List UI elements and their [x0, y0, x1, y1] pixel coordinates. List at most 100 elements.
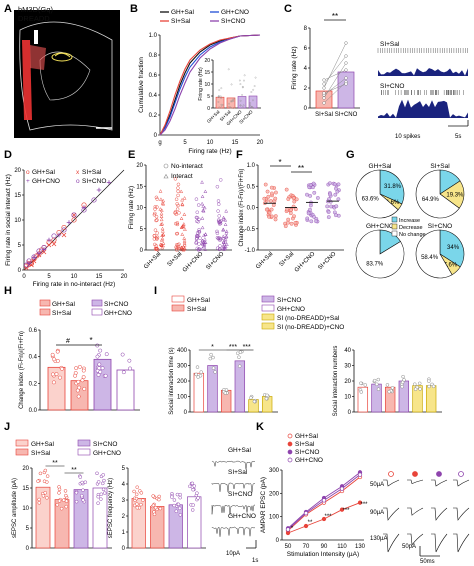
- dot: [128, 366, 132, 371]
- panel-k-xtick-label: 90: [321, 544, 328, 550]
- panel-j-amp-ytick-label: 20: [22, 466, 29, 472]
- legend-label: SI (no-DREADD)+CNO: [277, 324, 344, 331]
- dot: [97, 362, 102, 367]
- panel-g-pies: GH+Sal 31.8% 4.6% 63.6% SI+Sal 19.3% 64.9% GH+C…: [355, 163, 465, 279]
- panel-d-xtick-label: 5: [47, 274, 51, 280]
- panel-i-time-ylabel: Social interaction time (s): [169, 347, 175, 414]
- epsc-trace: [453, 507, 470, 521]
- dot-interact: [182, 240, 187, 245]
- panel-i-num-ytick-label: 40: [344, 348, 351, 354]
- dot: [252, 399, 257, 404]
- pair-line: [323, 69, 347, 81]
- dot: [284, 187, 289, 192]
- pie-title: GH+Sal: [369, 163, 392, 170]
- panel-b-ylabel: Cumulative fraction: [138, 57, 145, 113]
- sig-label: **: [71, 467, 77, 474]
- dot-no-interact: [176, 243, 180, 247]
- dot: [315, 196, 320, 200]
- pie-slice: [355, 169, 399, 219]
- dot-interact: [224, 234, 229, 238]
- inset-point: [220, 97, 223, 99]
- dot-no-interact: [175, 246, 179, 251]
- legend-label: SI (no-DREADD)+Sal: [277, 315, 340, 322]
- dot: [273, 217, 278, 222]
- inset-point: [242, 104, 245, 107]
- dot: [196, 375, 200, 379]
- inset-point: [217, 95, 220, 98]
- inset-point: [232, 100, 235, 102]
- bar-gh-cno: [116, 369, 135, 411]
- panel-k-ytick-label: 0: [276, 538, 280, 544]
- dot: [328, 181, 332, 186]
- dot: [45, 474, 50, 478]
- panel-k-xtick-label: 130: [355, 544, 366, 550]
- dot-no-interact: [195, 233, 199, 238]
- inset-point: [228, 105, 230, 108]
- panel-f-xtick-label: GH+Sal: [255, 251, 274, 270]
- panel-h-ytick-label: 0.6: [29, 328, 38, 334]
- dot-interact: [202, 241, 207, 246]
- scatter-point: [61, 224, 67, 231]
- inset-point: [228, 102, 230, 105]
- dot: [305, 192, 309, 197]
- dot-no-interact: [194, 215, 199, 220]
- dot: [178, 513, 183, 517]
- inset-point: [254, 76, 257, 79]
- epsc-point: [285, 527, 291, 532]
- dot: [359, 390, 364, 394]
- dot: [418, 387, 422, 391]
- dot: [174, 509, 179, 513]
- dot-interact: [160, 201, 165, 205]
- panel-letter-c: C: [284, 3, 292, 15]
- scatter-point: [106, 180, 112, 185]
- dot: [64, 493, 68, 498]
- dot-interact: [182, 242, 187, 247]
- panel-i-time-ytick-label: 300: [177, 364, 188, 370]
- dot-no-interact: [217, 236, 221, 240]
- dot: [74, 366, 79, 371]
- dot: [139, 502, 143, 507]
- dot-interact: [159, 208, 164, 212]
- bar: [234, 360, 246, 413]
- legend-label: GH+Sal: [187, 297, 210, 304]
- dot: [288, 211, 293, 216]
- panel-letter-i: I: [154, 285, 157, 297]
- dot-no-interact: [176, 189, 180, 194]
- sig-label: **: [308, 520, 313, 526]
- legend-swatch: [77, 439, 91, 447]
- epsc-trace: [407, 507, 424, 516]
- legend-marker: [163, 173, 169, 179]
- dot: [309, 219, 314, 224]
- dot: [195, 365, 200, 369]
- dot-interact: [201, 208, 205, 212]
- dot: [237, 355, 241, 359]
- legend-swatch: [171, 304, 185, 312]
- epsc-trace: [407, 533, 424, 546]
- dot-no-interact: [154, 244, 158, 248]
- dot-interact: [181, 222, 186, 226]
- pair-point: [322, 82, 326, 86]
- dot: [132, 489, 136, 494]
- sig-label: *: [211, 344, 214, 351]
- panel-b-inset-ytick-label: 20: [204, 58, 210, 64]
- panel-b-xtick-label: 5: [183, 140, 187, 146]
- dot: [42, 479, 47, 483]
- panel-i-num-ytick-label: 20: [344, 379, 351, 385]
- panel-letter-a: A: [4, 3, 12, 15]
- dot-interact: [180, 197, 185, 202]
- panel-c-xtick-label: SI+CNO: [335, 112, 358, 118]
- panel-f-ytick-label: -0.5: [245, 227, 256, 233]
- sig-label: *: [89, 336, 92, 345]
- dot: [141, 498, 145, 502]
- scale-label: 1s: [252, 558, 258, 564]
- legend-label: SI+CNO: [277, 297, 301, 304]
- dot: [413, 382, 417, 386]
- dot: [153, 505, 158, 510]
- dot-no-interact: [217, 220, 221, 225]
- panel-b-xlabel: Firing rate (Hz): [188, 148, 231, 155]
- pie-slice: [415, 229, 453, 279]
- dot-interact: [203, 189, 208, 193]
- scatter-point: [46, 242, 52, 248]
- legend-marker: o: [26, 169, 30, 176]
